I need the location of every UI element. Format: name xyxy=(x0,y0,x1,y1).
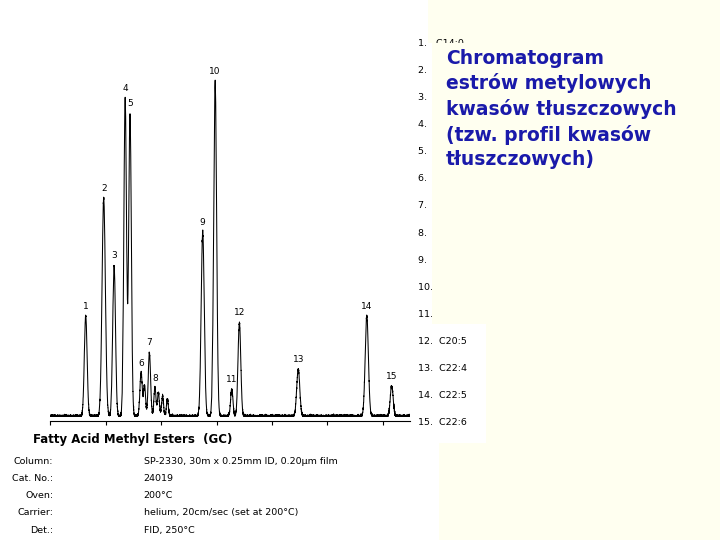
Text: 5: 5 xyxy=(127,99,133,109)
Text: 10: 10 xyxy=(210,67,221,76)
Text: 2: 2 xyxy=(101,184,107,193)
Text: 12: 12 xyxy=(234,308,245,317)
Text: Cat. No.:: Cat. No.: xyxy=(12,474,53,483)
Text: 8: 8 xyxy=(152,374,158,383)
Text: SP-2330, 30m x 0.25mm ID, 0.20μm film: SP-2330, 30m x 0.25mm ID, 0.20μm film xyxy=(144,457,338,466)
Text: 15: 15 xyxy=(386,372,397,381)
Text: 11.  C20:5: 11. C20:5 xyxy=(418,310,467,319)
Text: 4.   C18:1: 4. C18:1 xyxy=(418,120,464,129)
Text: 15.  C22:6: 15. C22:6 xyxy=(418,418,467,427)
Text: 10.  C20:4: 10. C20:4 xyxy=(418,283,467,292)
Text: 4: 4 xyxy=(122,84,128,92)
Text: 7.   C18:3: 7. C18:3 xyxy=(418,201,464,211)
Text: 1.   C14:0: 1. C14:0 xyxy=(418,39,464,48)
Text: 6.   C18:3: 6. C18:3 xyxy=(418,174,464,183)
Text: 9.   C20:3: 9. C20:3 xyxy=(418,255,464,265)
Text: Chromatogram
estrów metylowych
kwasów tłuszczowych
(tzw. profil kwasów
tłuszczow: Chromatogram estrów metylowych kwasów tł… xyxy=(446,49,676,169)
Text: 8.   C20:1: 8. C20:1 xyxy=(418,228,464,238)
Text: 3: 3 xyxy=(111,251,117,260)
Text: 13.  C22:4: 13. C22:4 xyxy=(418,364,467,373)
Text: 6: 6 xyxy=(138,359,144,368)
Text: FID, 250°C: FID, 250°C xyxy=(144,525,194,535)
Text: 12.  C20:5: 12. C20:5 xyxy=(418,337,467,346)
Text: Fatty Acid Methyl Esters  (GC): Fatty Acid Methyl Esters (GC) xyxy=(33,433,233,446)
Text: 14.  C22:5: 14. C22:5 xyxy=(418,391,467,400)
Text: 9: 9 xyxy=(200,218,206,227)
Text: 11: 11 xyxy=(226,375,238,384)
Text: 200°C: 200°C xyxy=(144,491,173,500)
Text: 7: 7 xyxy=(147,339,152,347)
Text: Oven:: Oven: xyxy=(25,491,53,500)
Text: 2.   C16:0: 2. C16:0 xyxy=(418,66,464,75)
X-axis label: Min: Min xyxy=(220,446,240,456)
Text: 5.   C18:2: 5. C18:2 xyxy=(418,147,464,156)
Text: 13: 13 xyxy=(292,355,304,364)
Text: 3.   C16:1: 3. C16:1 xyxy=(418,93,464,102)
Text: 24019: 24019 xyxy=(144,474,174,483)
Text: 14: 14 xyxy=(361,301,372,310)
Text: helium, 20cm/sec (set at 200°C): helium, 20cm/sec (set at 200°C) xyxy=(144,509,298,517)
Text: Column:: Column: xyxy=(14,457,53,466)
Text: 1: 1 xyxy=(83,301,89,310)
Text: Det.:: Det.: xyxy=(30,525,53,535)
Text: Carrier:: Carrier: xyxy=(17,509,53,517)
